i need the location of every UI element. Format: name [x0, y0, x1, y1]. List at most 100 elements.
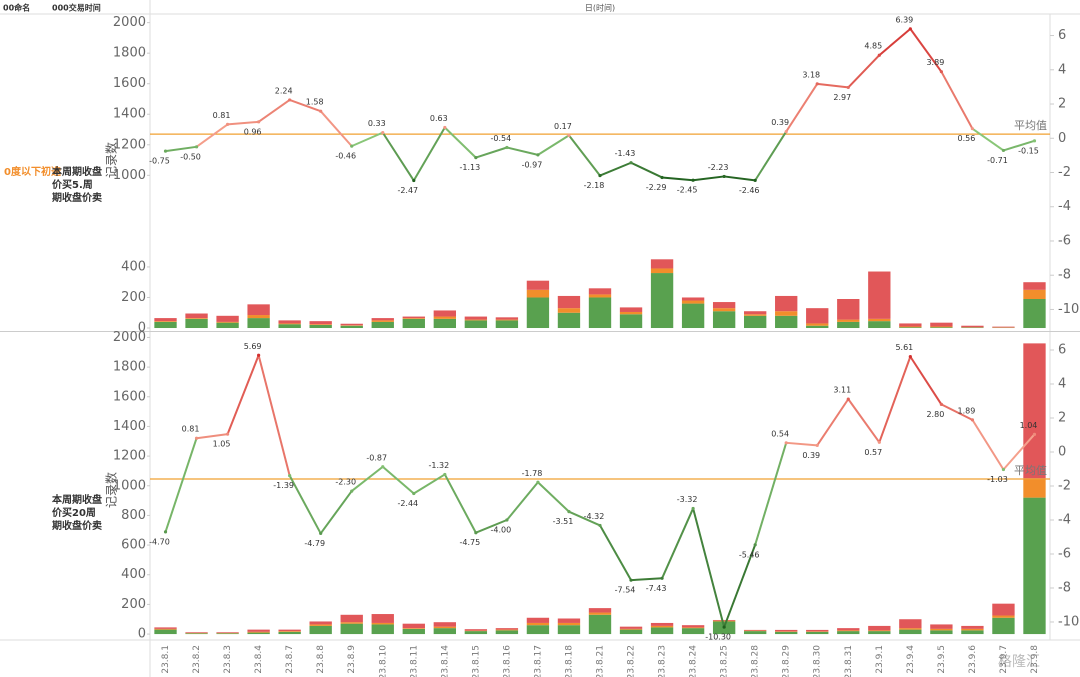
bar-segment	[930, 322, 953, 327]
line-point	[536, 480, 540, 484]
bar-segment	[247, 304, 270, 316]
value-label: 0.17	[554, 122, 572, 131]
line-point	[753, 543, 757, 547]
bar-segment	[681, 627, 705, 629]
y-tick-label: 1000	[113, 478, 146, 493]
line-segment	[257, 355, 291, 476]
line-point	[257, 353, 261, 357]
line-segment	[754, 131, 788, 181]
bar-segment	[402, 318, 425, 319]
line-segment	[909, 356, 943, 405]
value-label: -4.00	[491, 525, 512, 534]
bar-segment	[868, 625, 891, 631]
line-segment	[227, 120, 259, 126]
bar-segment	[619, 628, 643, 630]
line-point	[691, 178, 695, 182]
bar-segment	[402, 623, 425, 629]
line-point	[1032, 139, 1037, 143]
bar-segment	[712, 311, 736, 329]
value-label: -10.30	[705, 633, 731, 642]
value-label: -2.30	[335, 478, 356, 487]
line-segment	[817, 82, 849, 89]
bar-segment	[868, 630, 891, 632]
bar-segment	[775, 315, 798, 329]
bar-segment	[557, 312, 581, 329]
y2-tick-label: -6	[1058, 233, 1071, 248]
x-tick-label: 23.8.11	[409, 645, 419, 677]
y-tick-label: 1400	[113, 419, 146, 434]
value-label: 1.58	[306, 98, 324, 107]
bar-segment	[837, 630, 860, 632]
line-point	[474, 156, 478, 160]
value-label: -3.51	[553, 517, 574, 526]
bar-segment	[464, 320, 488, 329]
bar-segment	[371, 622, 394, 625]
bar-segment	[775, 295, 798, 312]
x-tick-label: 23.9.1	[875, 645, 885, 674]
bar-segment	[526, 625, 550, 635]
reference-label: 平均值	[1014, 464, 1047, 477]
x-tick-label: 23.9.8	[1030, 645, 1040, 674]
value-label: -4.32	[584, 512, 605, 521]
bar-segment	[154, 318, 177, 322]
x-tick-label: 23.8.22	[627, 645, 637, 677]
x-tick-label: 23.8.18	[564, 645, 574, 677]
x-tick-label: 23.8.14	[440, 645, 450, 677]
bar-segment	[930, 628, 953, 631]
line-point	[536, 153, 540, 157]
x-tick-label: 23.8.10	[378, 645, 388, 677]
bar-segment	[371, 624, 394, 635]
bar-segment	[588, 297, 612, 329]
y-tick-label: 1200	[113, 137, 146, 152]
value-label: -0.15	[1018, 146, 1039, 155]
line-point	[443, 472, 447, 477]
line-segment	[475, 146, 508, 159]
line-segment	[816, 398, 850, 446]
bar-segment	[775, 629, 798, 632]
value-label: -4.75	[460, 538, 481, 547]
y2-tick-label: 2	[1058, 97, 1066, 112]
bar-segment	[899, 619, 922, 629]
bar-segment	[930, 326, 953, 328]
value-label: -0.97	[522, 160, 543, 169]
x-tick-label: 23.8.29	[782, 645, 792, 677]
line-segment	[909, 28, 943, 73]
y2-tick-label: 4	[1058, 62, 1066, 77]
bar-segment	[495, 629, 519, 631]
line-segment	[847, 54, 881, 89]
bar-segment	[309, 625, 332, 635]
line-point	[194, 145, 199, 149]
bar-segment	[744, 311, 767, 315]
value-label: -0.87	[366, 453, 387, 462]
line-segment	[878, 28, 911, 56]
value-label: -2.47	[397, 186, 418, 195]
line-segment	[195, 123, 229, 148]
x-tick-label: 23.8.31	[844, 645, 854, 677]
bar-segment	[806, 631, 829, 635]
bar-segment	[588, 294, 612, 298]
value-label: -0.54	[491, 134, 512, 143]
y2-tick-label: 0	[1058, 444, 1066, 459]
bar-segment	[371, 321, 394, 329]
value-label: -7.54	[615, 586, 636, 595]
bar-segment	[557, 622, 581, 626]
bar-segment	[837, 631, 860, 635]
bar-segment	[278, 323, 301, 325]
line-point	[722, 174, 726, 179]
y-tick-label: 0	[138, 321, 146, 336]
bar-segment	[744, 315, 767, 329]
bar-segment	[433, 316, 456, 319]
bar-segment	[868, 271, 891, 319]
bar-segment	[588, 614, 612, 635]
bar-segment	[992, 617, 1015, 635]
value-label: 0.96	[244, 127, 262, 136]
bar-segment	[309, 621, 332, 625]
value-label: 5.61	[895, 343, 913, 352]
line-segment	[506, 146, 539, 156]
x-tick-label: 23.8.2	[192, 645, 202, 674]
line-segment	[506, 481, 539, 521]
line-segment	[661, 176, 694, 182]
line-point	[815, 443, 819, 447]
bar-segment	[619, 626, 643, 629]
bar-segment	[899, 629, 922, 635]
